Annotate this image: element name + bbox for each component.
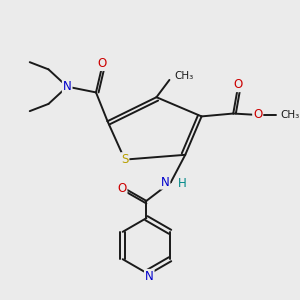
Text: O: O xyxy=(253,108,262,121)
Text: O: O xyxy=(117,182,127,195)
Text: S: S xyxy=(121,153,128,166)
Text: N: N xyxy=(145,270,154,283)
Text: O: O xyxy=(98,57,107,70)
Text: O: O xyxy=(233,78,242,91)
Text: CH₃: CH₃ xyxy=(175,70,194,81)
Text: CH₃: CH₃ xyxy=(280,110,299,120)
Text: N: N xyxy=(63,80,72,93)
Text: N: N xyxy=(161,176,170,189)
Text: H: H xyxy=(177,177,186,190)
